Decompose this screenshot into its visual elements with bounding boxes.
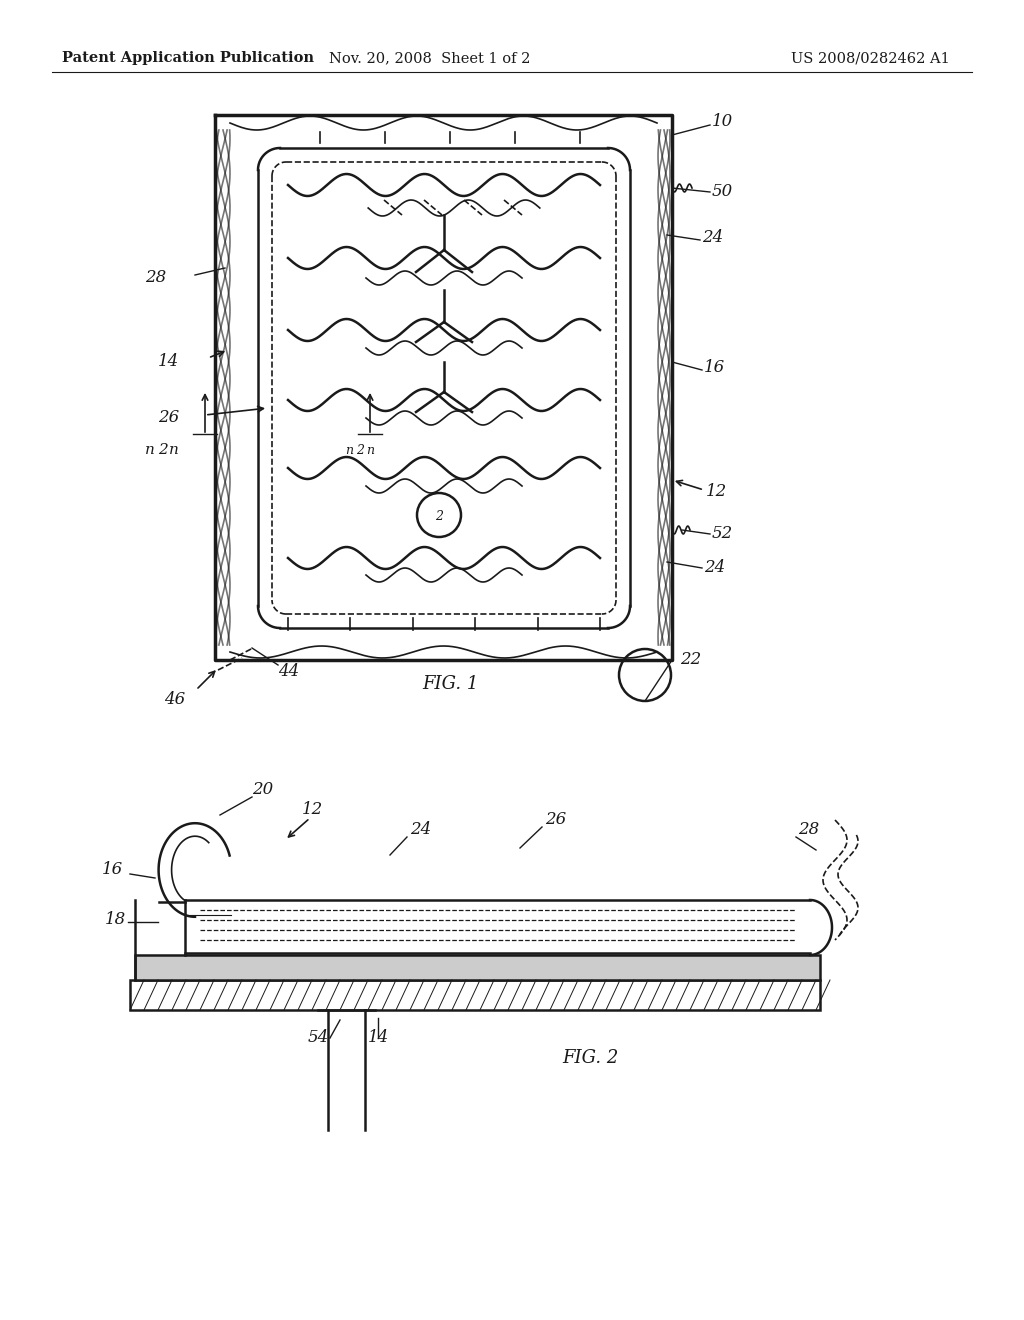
Text: 2: 2 [356,444,364,457]
Text: 12: 12 [706,483,727,500]
Text: 44: 44 [278,664,299,681]
Text: 20: 20 [252,781,273,799]
Text: 52: 52 [712,525,733,543]
Text: 26: 26 [158,409,179,426]
Text: FIG. 2: FIG. 2 [562,1049,618,1067]
Text: 24: 24 [410,821,431,838]
Text: 18: 18 [105,912,126,928]
Text: 22: 22 [680,652,701,668]
Text: 14: 14 [368,1030,389,1047]
Text: n: n [169,444,179,457]
Text: US 2008/0282462 A1: US 2008/0282462 A1 [791,51,949,65]
Text: 2: 2 [435,510,443,523]
Text: Nov. 20, 2008  Sheet 1 of 2: Nov. 20, 2008 Sheet 1 of 2 [330,51,530,65]
Text: 12: 12 [302,801,324,818]
Text: Patent Application Publication: Patent Application Publication [62,51,314,65]
Text: 28: 28 [798,821,819,838]
Text: n: n [345,444,353,457]
Text: 24: 24 [705,560,725,577]
Text: 16: 16 [705,359,725,376]
Bar [130,979,820,1010]
Text: n: n [145,444,155,457]
Text: 46: 46 [164,692,185,709]
Text: 26: 26 [545,812,566,829]
Text: 24: 24 [702,230,723,247]
Text: 28: 28 [145,269,166,286]
Text: 10: 10 [712,114,733,131]
Text: 2: 2 [158,444,168,457]
Text: 14: 14 [158,354,179,371]
Text: 16: 16 [102,862,123,879]
Bar [135,954,820,979]
Text: n: n [366,444,374,457]
Text: FIG. 1: FIG. 1 [422,675,478,693]
Text: 50: 50 [712,183,733,201]
Text: 54: 54 [308,1030,330,1047]
